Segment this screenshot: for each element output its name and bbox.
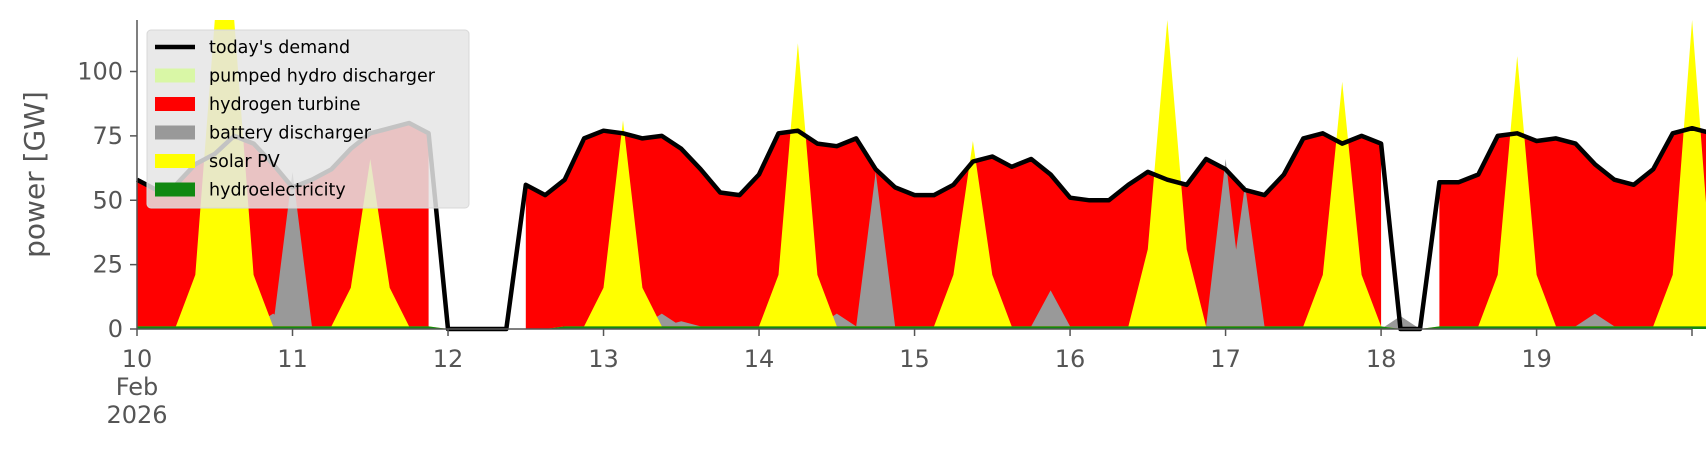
legend-swatch-solar: [155, 154, 195, 168]
y-tick-label: 25: [92, 251, 123, 279]
x-tick-label: 18: [1366, 345, 1397, 373]
legend-swatch-pumped_hydro: [155, 68, 195, 83]
x-tick-month-label: Feb: [116, 373, 159, 401]
y-tick-label: 0: [108, 315, 123, 343]
y-axis-label: power [GW]: [18, 91, 51, 258]
x-tick-label: 13: [588, 345, 619, 373]
y-tick-label: 75: [92, 122, 123, 150]
legend-label-demand: today's demand: [209, 38, 350, 58]
demand-line: [135, 120, 1706, 332]
x-tick-label: 16: [1055, 345, 1086, 373]
legend-label-pumped_hydro: pumped hydro discharger: [209, 67, 436, 87]
x-tick-label: 15: [899, 345, 930, 373]
x-tick-label: 19: [1521, 345, 1552, 373]
demand-line-layer: [135, 120, 1706, 332]
legend-label-hydrogen: hydrogen turbine: [209, 95, 361, 115]
x-tick-label: 17: [1210, 345, 1241, 373]
x-tick-label: 12: [433, 345, 464, 373]
legend-label-battery: battery discharger: [209, 124, 372, 144]
x-tick-label: 10: [122, 345, 153, 373]
x-tick-label: 11: [277, 345, 308, 373]
x-tick-year-label: 2026: [106, 401, 167, 429]
y-tick-label: 100: [77, 58, 123, 86]
legend-swatch-hydro: [155, 182, 195, 197]
y-tick-label: 50: [92, 186, 123, 214]
legend-label-hydro: hydroelectricity: [209, 181, 346, 201]
legend: today's demand pumped hydro discharger hyd…: [146, 29, 470, 209]
legend-swatch-hydrogen: [155, 97, 195, 111]
legend-swatch-battery: [155, 125, 195, 140]
legend-label-solar: solar PV: [209, 152, 280, 172]
x-tick-label: 14: [744, 345, 775, 373]
legend-box: [146, 29, 470, 209]
hydrogen-area: [137, 123, 1706, 329]
